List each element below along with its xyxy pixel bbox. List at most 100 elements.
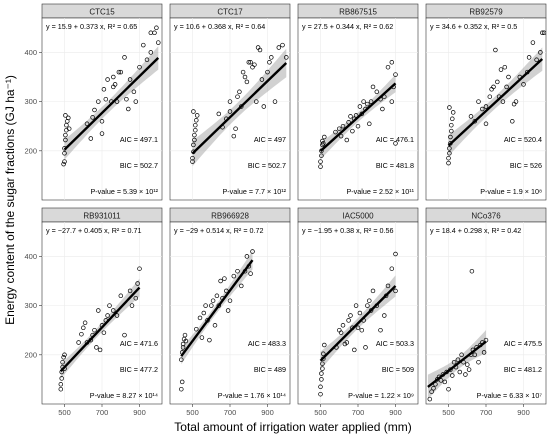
data-point [393,141,398,146]
regression-equation: y = −1.95 + 0.38 x, R² = 0.56 [302,226,394,235]
x-tick-label: 500 [186,408,199,417]
data-point [129,303,135,308]
data-point [81,325,86,331]
x-tick-label: 700 [352,408,365,417]
x-tick-label: 700 [480,408,493,417]
data-point [368,99,374,104]
data-point [380,106,385,112]
data-point [450,110,456,115]
data-point [193,122,198,128]
data-point [135,281,140,286]
data-point [116,69,122,75]
data-point [370,288,376,294]
data-point [194,113,200,118]
p-value-label: P-value = 1.9 × 10⁸ [480,187,542,196]
data-point [193,127,198,133]
data-point [248,60,253,65]
data-point [235,94,240,99]
data-point [210,298,216,303]
aic-label: AIC = 476.1 [376,135,414,144]
data-point [127,288,133,294]
data-point [267,60,272,65]
data-point [353,113,359,118]
data-point [148,30,154,36]
data-point [367,121,372,127]
data-point [337,126,342,131]
data-point [94,345,99,350]
data-point [493,47,498,53]
p-value-label: P-value = 1.76 × 10¹⁴ [218,391,286,400]
data-point [190,155,195,161]
data-point [62,352,67,358]
data-point [122,55,127,60]
data-point [133,99,139,104]
regression-line [63,57,160,151]
data-point [365,101,370,107]
y-tick-label: 300 [24,301,37,310]
data-point [105,313,110,318]
panel-title: NCo376 [471,212,501,221]
data-point [141,42,146,48]
data-point [429,389,434,394]
data-point [183,338,189,344]
data-point [352,347,357,353]
data-point [500,99,506,104]
data-point [63,132,68,138]
panel-rb966928: RB966928 y = −29 + 0.514 x, R² = 0.72 AIC … [169,207,291,417]
data-point [385,283,391,289]
data-point [320,361,325,366]
data-point [179,386,184,392]
facet-panels: CTC15 y = 15.9 + 0.373 x, R² = 0.65 AIC = … [24,3,547,417]
data-point [348,313,353,318]
data-point [353,303,359,308]
data-point [472,119,478,124]
data-point [250,249,255,254]
data-point [459,352,464,358]
y-tick-label: 200 [24,146,37,155]
data-point [62,159,67,164]
data-point [348,114,353,119]
data-point [244,254,250,259]
data-point [114,313,120,318]
aic-label: AIC = 503.3 [376,339,414,348]
data-point [257,47,263,53]
data-point [154,25,159,31]
data-point [194,118,199,123]
data-point [231,133,237,139]
data-point [367,298,372,303]
data-point [534,57,539,63]
x-tick-label: 500 [58,408,71,417]
aic-label: AIC = 520.4 [504,135,542,144]
data-point [261,104,267,109]
data-point [276,45,282,50]
data-point [438,378,444,383]
panel-rb92579: RB92579 y = 34.6 + 0.352 x, R² = 0.5 AIC =… [425,3,547,201]
data-point [284,55,289,60]
panel-title: RB966928 [211,212,249,221]
data-point [455,357,461,362]
panel-title: RB931011 [83,212,121,221]
regression-equation: y = 27.5 + 0.344 x, R² = 0.62 [302,22,393,31]
data-point [111,308,116,313]
x-tick-label: 900 [389,408,402,417]
data-point [244,79,250,85]
regression-equation: y = 34.6 + 0.352 x, R² = 0.5 [430,22,517,31]
data-point [465,362,470,367]
data-point [237,89,242,95]
data-point [246,60,252,65]
bic-label: BIC = 477.2 [120,365,158,374]
aic-label: AIC = 497 [254,135,286,144]
data-point [259,77,265,82]
data-point [76,340,81,345]
data-point [480,106,485,112]
y-tick-label: 400 [24,252,37,261]
data-point [365,303,370,308]
data-point [218,278,223,284]
data-point [318,164,323,169]
data-point [389,99,395,104]
data-point [321,351,326,357]
data-point [191,142,196,148]
bic-label: BIC = 509 [382,365,414,374]
data-point [382,313,387,318]
data-point [359,327,365,333]
